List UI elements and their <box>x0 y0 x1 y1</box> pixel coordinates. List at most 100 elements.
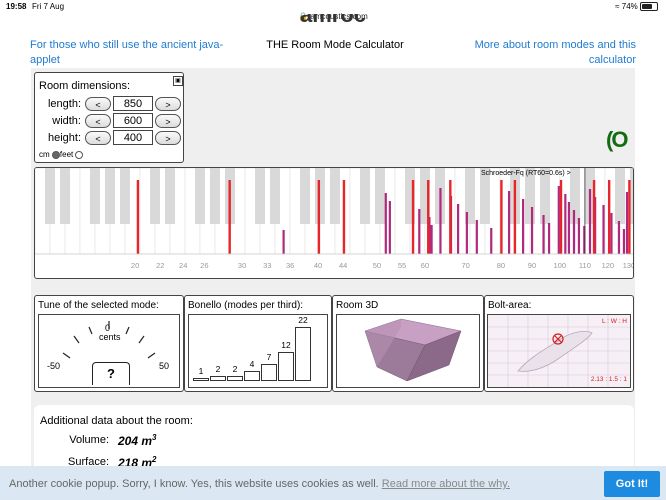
mode-line[interactable] <box>547 223 551 254</box>
unit-cm-radio[interactable] <box>51 150 60 159</box>
axial-mode-line[interactable] <box>136 180 140 254</box>
axial-mode-line[interactable] <box>500 180 503 254</box>
mode-line[interactable] <box>530 207 534 254</box>
mode-line[interactable] <box>622 229 626 254</box>
bolt-panel: Bolt-area: L : W : H 2.13 : 1.5 : 1 <box>484 295 634 392</box>
mode-line[interactable] <box>567 202 571 254</box>
bolt-marker-icon <box>552 333 564 345</box>
axial-mode-line[interactable] <box>449 180 452 254</box>
bonello-bar <box>295 327 311 381</box>
piano-black-key <box>210 168 220 224</box>
room-3d-model[interactable] <box>337 315 479 387</box>
axial-mode-line[interactable] <box>317 180 321 254</box>
axial-mode-line[interactable] <box>607 180 611 254</box>
tick-label: 22 <box>156 261 164 270</box>
mode-line[interactable] <box>388 201 391 254</box>
mode-line[interactable] <box>439 188 442 254</box>
bonello-count-label: 12 <box>281 339 291 350</box>
cookie-accept-button[interactable]: Got It! <box>604 471 660 497</box>
cookie-message: Another cookie popup. Sorry, I know. Yes… <box>9 478 510 490</box>
mode-line[interactable] <box>456 204 460 254</box>
axial-mode-line[interactable] <box>411 180 415 254</box>
mode-line[interactable] <box>564 194 567 254</box>
bolt-area-chart[interactable]: L : W : H 2.13 : 1.5 : 1 <box>487 314 631 388</box>
mode-line[interactable] <box>602 205 605 254</box>
mode-line[interactable] <box>572 210 576 254</box>
tick-label: 55 <box>398 261 406 270</box>
piano-black-key <box>150 168 160 224</box>
length-input[interactable]: 850 <box>113 96 153 111</box>
room-modes-info-link[interactable]: More about room modes and this calculato… <box>474 39 636 66</box>
length-decrease-button[interactable]: < <box>85 97 111 111</box>
spectrum-chart[interactable]: 20 22 24 26 30 33 36 40 44 50 55 60 70 80 90 100 110 120 1… <box>35 168 633 278</box>
expand-icon[interactable]: ▣ <box>173 76 183 86</box>
bolt-region <box>517 331 593 372</box>
tick-label: 24 <box>179 261 187 270</box>
bolt-ratio-label: L : W : H <box>601 318 627 325</box>
meter-zero-label: 0 <box>105 323 111 333</box>
mode-line[interactable] <box>617 221 621 254</box>
axial-mode-line[interactable] <box>628 180 631 254</box>
mode-line[interactable] <box>522 199 525 254</box>
bonello-chart: 1 2 2 4 7 12 22 <box>188 314 328 388</box>
mode-line[interactable] <box>557 186 560 254</box>
bonello-bar <box>210 376 226 381</box>
room3d-view[interactable] <box>336 314 480 388</box>
length-increase-button[interactable]: > <box>155 97 181 111</box>
width-decrease-button[interactable]: < <box>85 114 111 128</box>
mode-line[interactable] <box>583 226 586 254</box>
mode-line[interactable] <box>542 215 545 254</box>
bonello-bar <box>227 376 243 381</box>
mode-line[interactable] <box>282 230 285 254</box>
width-label: width: <box>52 115 81 127</box>
piano-black-key <box>60 168 70 224</box>
mode-line[interactable] <box>428 217 431 254</box>
mode-line[interactable] <box>384 193 387 254</box>
width-increase-button[interactable]: > <box>155 114 181 128</box>
unit-feet-label: feet <box>59 150 74 159</box>
mode-line[interactable] <box>418 209 421 254</box>
mode-line[interactable] <box>577 218 581 254</box>
tuning-meter: 0 cents -50 50 ? <box>38 314 180 388</box>
mode-line[interactable] <box>588 189 592 254</box>
axial-mode-line[interactable] <box>228 180 231 254</box>
address-bar[interactable]: 🔒 amcoustics.com <box>0 12 666 21</box>
bolt-area-plot[interactable] <box>488 315 630 387</box>
mode-line[interactable] <box>610 213 613 254</box>
site-logo[interactable]: amroc <box>0 14 666 26</box>
additional-data-title: Additional data about the room: <box>40 415 193 427</box>
java-applet-link[interactable]: For those who still use the ancient java… <box>30 39 224 66</box>
bonello-count-label: 7 <box>266 351 272 362</box>
mode-line[interactable] <box>507 191 511 254</box>
lock-icon: 🔒 <box>298 12 309 21</box>
piano-black-key <box>360 168 370 224</box>
height-input[interactable]: 400 <box>113 130 153 145</box>
mode-spectrum[interactable]: 20 22 24 26 30 33 36 40 44 50 55 60 70 80 90 100 110 120 1… <box>34 167 634 279</box>
piano-black-key <box>420 168 430 224</box>
bonello-count-label: 2 <box>232 364 238 375</box>
status-date: Fri 7 Aug <box>32 2 65 11</box>
piano-black-key <box>90 168 100 224</box>
tick-label: 20 <box>131 261 139 270</box>
meter-dial <box>62 321 156 359</box>
battery-icon <box>640 2 658 12</box>
axial-mode-line[interactable] <box>559 180 563 254</box>
mode-line[interactable] <box>465 212 468 254</box>
axial-mode-line[interactable] <box>513 180 517 254</box>
axial-mode-line[interactable] <box>342 180 346 254</box>
axial-mode-line[interactable] <box>427 180 430 254</box>
mode-line[interactable] <box>475 220 478 254</box>
mode-line[interactable] <box>490 228 493 254</box>
piano-black-key <box>45 168 55 224</box>
height-increase-button[interactable]: > <box>155 131 181 145</box>
axial-mode-line[interactable] <box>592 180 596 254</box>
mode-line[interactable] <box>625 192 629 254</box>
tick-label: 110 <box>579 261 591 270</box>
status-time: 19:58 <box>6 2 27 11</box>
unit-feet-radio[interactable] <box>75 150 84 159</box>
height-decrease-button[interactable]: < <box>85 131 111 145</box>
bonello-count-label: 2 <box>215 364 221 375</box>
width-input[interactable]: 600 <box>113 113 153 128</box>
cookie-read-more-link[interactable]: Read more about the why. <box>381 478 510 490</box>
mode-line[interactable] <box>430 225 433 254</box>
